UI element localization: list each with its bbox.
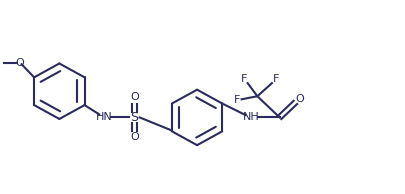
Text: O: O — [295, 94, 303, 104]
Text: O: O — [130, 133, 139, 142]
Text: O: O — [130, 92, 139, 102]
Text: HN: HN — [96, 112, 112, 122]
Text: F: F — [272, 74, 278, 83]
Text: F: F — [241, 74, 247, 83]
Text: NH: NH — [242, 112, 259, 122]
Text: F: F — [233, 95, 239, 105]
Text: S: S — [130, 111, 138, 124]
Text: O: O — [15, 58, 24, 68]
